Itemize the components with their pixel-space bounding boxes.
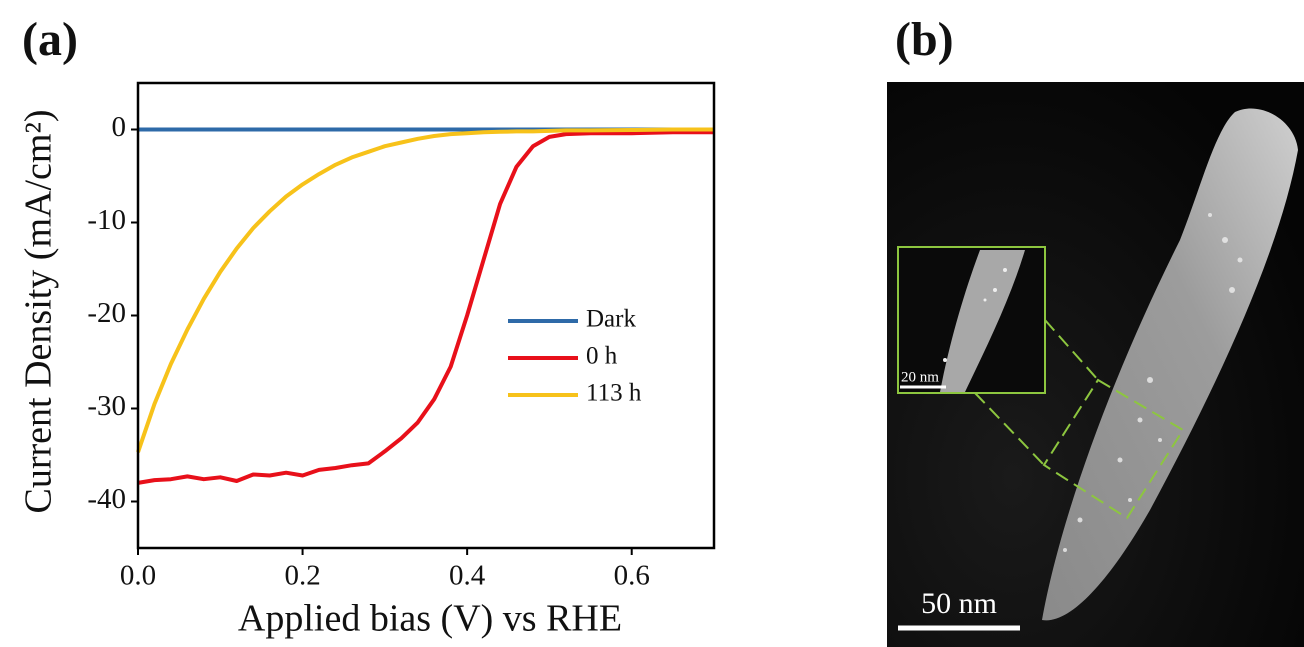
x-tick-label: 0.4 [449,560,486,592]
plot-frame [136,81,716,550]
y-axis-label: Current Density (mA/cm²) [18,110,60,514]
plot: 0 -10 -20 -30 -40 0.0 0.2 0.4 0.6 Applied bias (V… [18,81,716,640]
y-tick-label: -30 [87,390,126,422]
data-line [136,127,714,453]
inset-scale-label: 20 nm [901,369,939,385]
data-line [137,130,714,485]
legend-label: 113 h [586,380,642,407]
scale-label: 50 nm [921,587,997,620]
x-tick-label: 0.6 [614,560,650,592]
y-tick-label: -10 [87,204,126,236]
panel-label: (a) [22,13,78,66]
legend-label: Dark [586,306,636,333]
y-tick-label: 0 [112,111,127,143]
micrograph: 20 nm 50 nm [887,82,1304,647]
x-tick-label: 0.0 [120,560,156,592]
y-tick-label: -40 [87,483,126,515]
panel-label: (b) [895,13,954,66]
x-axis-label: Applied bias (V) vs RHE [238,598,622,640]
y-tick-label: -20 [87,297,126,329]
legend-label: 0 h [586,343,618,370]
x-tick-label: 0.2 [284,560,320,592]
